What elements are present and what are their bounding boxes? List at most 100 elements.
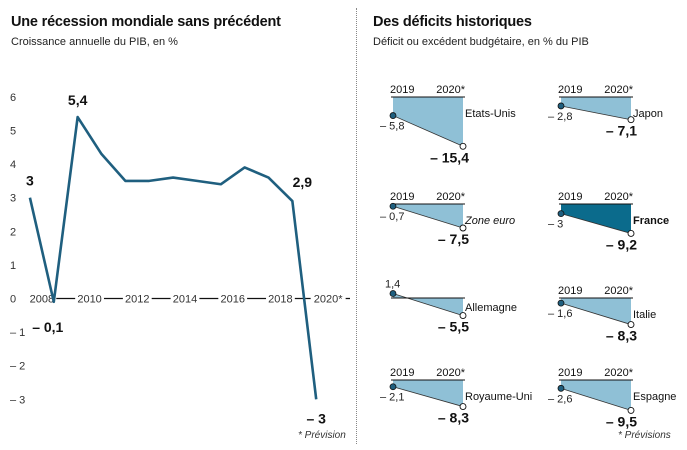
y-tick-label: 2 bbox=[10, 226, 16, 238]
marker-2020 bbox=[627, 229, 635, 237]
year-label-2020: 2020* bbox=[436, 367, 465, 379]
x-tick-label: 2010 bbox=[77, 294, 101, 306]
x-tick-label: 2016 bbox=[220, 294, 244, 306]
data-label: 5,4 bbox=[68, 92, 88, 108]
value-2019: – 2,6 bbox=[548, 393, 572, 405]
value-2019: – 2,1 bbox=[380, 392, 404, 404]
country-label: Japon bbox=[633, 108, 663, 120]
data-label: – 0,1 bbox=[32, 319, 63, 335]
marker-2020 bbox=[627, 321, 635, 329]
marker-2020 bbox=[459, 142, 467, 150]
marker-2019 bbox=[557, 299, 565, 307]
marker-2020 bbox=[459, 312, 467, 320]
value-2020: – 15,4 bbox=[430, 149, 469, 165]
deficit-area bbox=[393, 204, 463, 228]
year-label-2020: 2020* bbox=[604, 367, 633, 379]
deficit-slope-line bbox=[392, 205, 464, 229]
value-2020: – 9,5 bbox=[606, 413, 637, 429]
deficit-panel-espagne: 2019 2020* – 2,6 – 9,5 Espagne bbox=[548, 367, 676, 429]
marker-2020 bbox=[627, 116, 635, 124]
year-label-2020: 2020* bbox=[604, 285, 633, 297]
deficit-panel-italie: 2019 2020* – 1,6 – 8,3 Italie bbox=[548, 285, 656, 344]
year-label-2020: 2020* bbox=[604, 191, 633, 203]
right-chart-title: Des déficits historiques bbox=[373, 14, 532, 30]
marker-2019 bbox=[557, 102, 565, 110]
deficit-panel-france: 2019 2020* – 3 – 9,2 France bbox=[548, 191, 669, 252]
right-chart-subtitle: Déficit ou excédent budgétaire, en % du … bbox=[373, 36, 589, 48]
data-label: 2,9 bbox=[293, 174, 313, 190]
year-label-2020: 2020* bbox=[436, 84, 465, 96]
country-label: Etats-Unis bbox=[465, 108, 516, 120]
deficit-area bbox=[561, 97, 631, 120]
left-chart-title: Une récession mondiale sans précédent bbox=[11, 14, 281, 30]
deficit-slope-line bbox=[392, 386, 464, 407]
year-label-2020: 2020* bbox=[604, 84, 633, 96]
x-tick-label: 2008 bbox=[30, 294, 54, 306]
value-2020: – 8,3 bbox=[606, 328, 637, 344]
value-2020: – 7,1 bbox=[606, 123, 637, 139]
deficit-area bbox=[561, 380, 631, 411]
left-footnote: * Prévision bbox=[298, 430, 346, 441]
x-tick-label: 2014 bbox=[173, 294, 197, 306]
value-2019: – 5,8 bbox=[380, 121, 404, 133]
marker-2019 bbox=[389, 202, 397, 210]
deficit-panel-allemagne: 1,4 – 5,5 Allemagne bbox=[385, 279, 517, 335]
x-tick-backing bbox=[310, 291, 346, 305]
x-tick-backing bbox=[170, 291, 200, 305]
value-2020: – 9,2 bbox=[606, 236, 637, 252]
value-2020: – 7,5 bbox=[438, 231, 469, 247]
marker-2020 bbox=[627, 406, 635, 414]
y-tick-label: 1 bbox=[10, 260, 16, 272]
marker-2020 bbox=[459, 224, 467, 232]
x-tick-backing bbox=[27, 291, 57, 305]
data-label: 3 bbox=[26, 173, 34, 189]
year-label-2020: 2020* bbox=[436, 191, 465, 203]
deficit-panel-zone-euro: 2019 2020* – 0,7 – 7,5 Zone euro bbox=[380, 191, 515, 247]
value-2019: – 3 bbox=[548, 219, 563, 231]
country-label: Zone euro bbox=[464, 215, 515, 227]
deficit-area bbox=[393, 97, 463, 147]
deficit-slope-line bbox=[392, 293, 464, 316]
deficit-area bbox=[393, 380, 463, 407]
deficit-slope-line bbox=[560, 105, 632, 121]
marker-2020 bbox=[459, 403, 467, 411]
marker-2019 bbox=[557, 384, 565, 392]
marker-2019 bbox=[557, 210, 565, 218]
deficit-panel-etats-unis: 2019 2020* – 5,8 – 15,4 Etats-Unis bbox=[380, 84, 516, 165]
x-tick-backing bbox=[122, 291, 152, 305]
panel-divider bbox=[356, 8, 357, 444]
x-tick-backing bbox=[266, 291, 295, 305]
value-2020: – 8,3 bbox=[438, 410, 469, 426]
y-tick-label: 3 bbox=[10, 193, 16, 205]
left-chart-subtitle: Croissance annuelle du PIB, en % bbox=[11, 36, 178, 48]
deficit-slope-line bbox=[560, 387, 632, 411]
x-tick-label: 2012 bbox=[125, 294, 149, 306]
y-tick-label: 4 bbox=[10, 159, 16, 171]
deficit-area bbox=[561, 298, 631, 325]
year-label-2019: 2019 bbox=[390, 367, 414, 379]
deficit-slope-line bbox=[560, 213, 632, 234]
year-label-2019: 2019 bbox=[390, 191, 414, 203]
x-tick-label: 2018 bbox=[268, 294, 292, 306]
marker-2019 bbox=[389, 290, 397, 297]
y-tick-label: 5 bbox=[10, 126, 16, 138]
value-2019: – 1,6 bbox=[548, 308, 572, 320]
year-label-2019: 2019 bbox=[558, 84, 582, 96]
country-label: Espagne bbox=[633, 391, 676, 403]
value-2019: 1,4 bbox=[385, 279, 400, 291]
deficit-panel-japon: 2019 2020* – 2,8 – 7,1 Japon bbox=[548, 84, 663, 139]
marker-2019 bbox=[389, 112, 397, 119]
y-tick-label: – 3 bbox=[10, 394, 25, 406]
y-tick-label: – 2 bbox=[10, 361, 25, 373]
right-footnote: * Prévisions bbox=[618, 430, 671, 441]
value-2020: – 5,5 bbox=[438, 319, 469, 335]
country-label: France bbox=[633, 215, 669, 227]
marker-2019 bbox=[389, 383, 397, 391]
country-label: Allemagne bbox=[465, 302, 517, 314]
year-label-2019: 2019 bbox=[558, 191, 582, 203]
year-label-2019: 2019 bbox=[390, 84, 414, 96]
y-tick-label: 6 bbox=[10, 92, 16, 104]
deficit-area bbox=[561, 204, 631, 234]
y-tick-label: – 1 bbox=[10, 327, 25, 339]
